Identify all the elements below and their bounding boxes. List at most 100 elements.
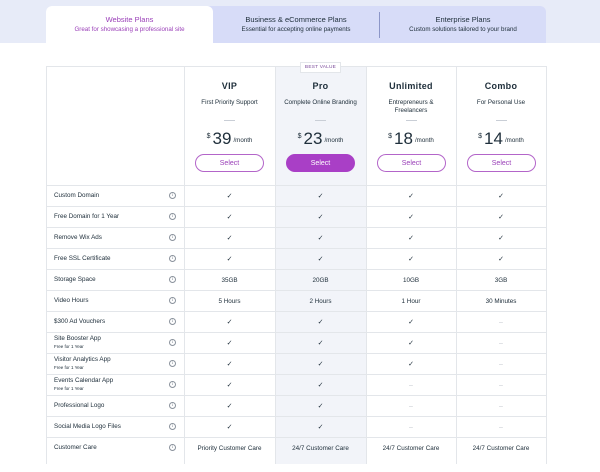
check-icon: ✓ [408, 319, 414, 326]
feature-name: Events Calendar App [54, 377, 114, 384]
info-icon[interactable]: i [169, 234, 176, 241]
info-icon[interactable]: i [169, 381, 176, 388]
feature-included-cell: ✓ [184, 375, 275, 395]
check-icon: ✓ [226, 403, 233, 410]
check-icon: ✓ [317, 382, 324, 389]
feature-label-cell: Visitor Analytics App Free for 1 Year i [47, 354, 184, 374]
plan-card-pro: BEST VALUE Pro Complete Online Branding … [275, 62, 366, 185]
price-currency: $ [388, 133, 393, 140]
check-icon: ✓ [226, 256, 233, 263]
feature-included-cell: ✓ [275, 354, 366, 374]
feature-included-cell: ✓ [184, 207, 275, 227]
dash-icon: – [409, 402, 413, 410]
tab-subtitle: Custom solutions tailored to your brand [409, 26, 517, 33]
plan-divider [224, 120, 235, 121]
info-icon[interactable]: i [169, 192, 176, 199]
feature-included-cell: ✓ [275, 186, 366, 206]
info-icon[interactable]: i [169, 318, 176, 325]
info-icon-glyph: i [171, 276, 174, 282]
feature-label-cell: Free SSL Certificate i [47, 249, 184, 269]
select-combo-button[interactable]: Select [467, 154, 536, 172]
feature-included-cell: ✓ [366, 333, 456, 353]
feature-note: Free for 1 Year [54, 365, 84, 370]
column-divider [366, 67, 367, 464]
dash-icon: – [499, 360, 503, 368]
feature-label-cell: Social Media Logo Files i [47, 417, 184, 437]
check-icon: ✓ [408, 256, 414, 263]
best-value-badge: BEST VALUE [300, 62, 341, 73]
price-currency: $ [478, 133, 483, 140]
info-icon[interactable]: i [169, 297, 176, 304]
feature-name: Professional Logo [54, 402, 105, 409]
feature-not-included-cell: – [456, 417, 546, 437]
info-icon-glyph: i [171, 255, 174, 261]
feature-included-cell: ✓ [275, 312, 366, 332]
feature-included-cell: ✓ [275, 207, 366, 227]
feature-row: Free SSL Certificate i ✓ ✓ ✓ ✓ [47, 248, 546, 269]
check-icon: ✓ [317, 361, 324, 368]
plan-description: Entrepreneurs & Freelancers [388, 99, 434, 114]
plan-divider [496, 120, 507, 121]
check-icon: ✓ [317, 193, 324, 200]
tab-business-ecommerce-plans[interactable]: Business & eCommerce Plans Essential for… [213, 6, 379, 43]
select-pro-button[interactable]: Select [286, 154, 355, 172]
feature-name: Social Media Logo Files [54, 423, 121, 430]
feature-label-cell: $300 Ad Vouchers i [47, 312, 184, 332]
info-icon[interactable]: i [169, 255, 176, 262]
feature-row: Customer Care i Priority Customer Care 24/7… [47, 437, 546, 458]
tab-divider [379, 11, 380, 38]
tab-website-plans[interactable]: Website Plans Great for showcasing a pro… [46, 6, 213, 43]
feature-row: Events Calendar App Free for 1 Year i ✓ ✓ – – [47, 374, 546, 395]
info-icon-glyph: i [171, 318, 174, 324]
info-icon-glyph: i [171, 297, 174, 303]
tab-subtitle: Great for showcasing a professional site [74, 26, 185, 33]
feature-row: Social Media Logo Files i ✓ ✓ – – [47, 416, 546, 437]
plan-name: Pro [312, 81, 329, 91]
feature-included-cell: ✓ [184, 417, 275, 437]
plan-category-tabs: Website Plans Great for showcasing a pro… [46, 6, 546, 43]
feature-included-cell: ✓ [184, 396, 275, 416]
feature-rows: Custom Domain i ✓ ✓ ✓ ✓ Free Domain for 1 Year… [47, 185, 546, 458]
feature-included-cell: ✓ [184, 186, 275, 206]
check-icon: ✓ [408, 214, 414, 221]
info-icon[interactable]: i [169, 402, 176, 409]
info-icon[interactable]: i [169, 276, 176, 283]
info-icon[interactable]: i [169, 213, 176, 220]
feature-value: 24/7 Customer Care [382, 444, 440, 452]
info-icon[interactable]: i [169, 339, 176, 346]
pro-column-highlight [275, 67, 366, 464]
info-icon[interactable]: i [169, 423, 176, 430]
check-icon: ✓ [226, 214, 233, 221]
price-amount: 23 [303, 129, 323, 148]
feature-not-included-cell: – [456, 312, 546, 332]
check-icon: ✓ [317, 403, 324, 410]
price-period: /month [504, 137, 524, 144]
feature-included-cell: ✓ [184, 228, 275, 248]
feature-value-cell: 3GB [456, 270, 546, 290]
check-icon: ✓ [226, 319, 233, 326]
feature-row: Free Domain for 1 Year i ✓ ✓ ✓ ✓ [47, 206, 546, 227]
select-unlimited-button[interactable]: Select [377, 154, 446, 172]
info-icon[interactable]: i [169, 360, 176, 367]
tab-enterprise-plans[interactable]: Enterprise Plans Custom solutions tailor… [380, 6, 546, 43]
feature-name: Video Hours [54, 297, 89, 304]
plan-price: $ 39 /month [184, 130, 275, 147]
info-icon-glyph: i [171, 444, 174, 450]
price-period: /month [414, 137, 434, 144]
select-vip-button[interactable]: Select [195, 154, 264, 172]
feature-label-cell: Free Domain for 1 Year i [47, 207, 184, 227]
plan-card-unlimited: Unlimited Entrepreneurs & Freelancers $ … [366, 67, 456, 185]
plan-price: $ 23 /month [275, 130, 366, 147]
price-currency: $ [206, 133, 211, 140]
check-icon: ✓ [408, 235, 414, 242]
plan-divider [315, 120, 326, 121]
feature-row: Visitor Analytics App Free for 1 Year i ✓ ✓ ✓… [47, 353, 546, 374]
feature-not-included-cell: – [366, 375, 456, 395]
feature-row: Site Booster App Free for 1 Year i ✓ ✓ ✓ – [47, 332, 546, 353]
feature-value: 1 Hour [401, 297, 421, 305]
plan-card-combo: Combo For Personal Use $ 14 /month Selec… [456, 67, 546, 185]
info-icon[interactable]: i [169, 444, 176, 451]
dash-icon: – [499, 381, 503, 389]
check-icon: ✓ [226, 340, 233, 347]
plan-price: $ 14 /month [456, 130, 546, 147]
